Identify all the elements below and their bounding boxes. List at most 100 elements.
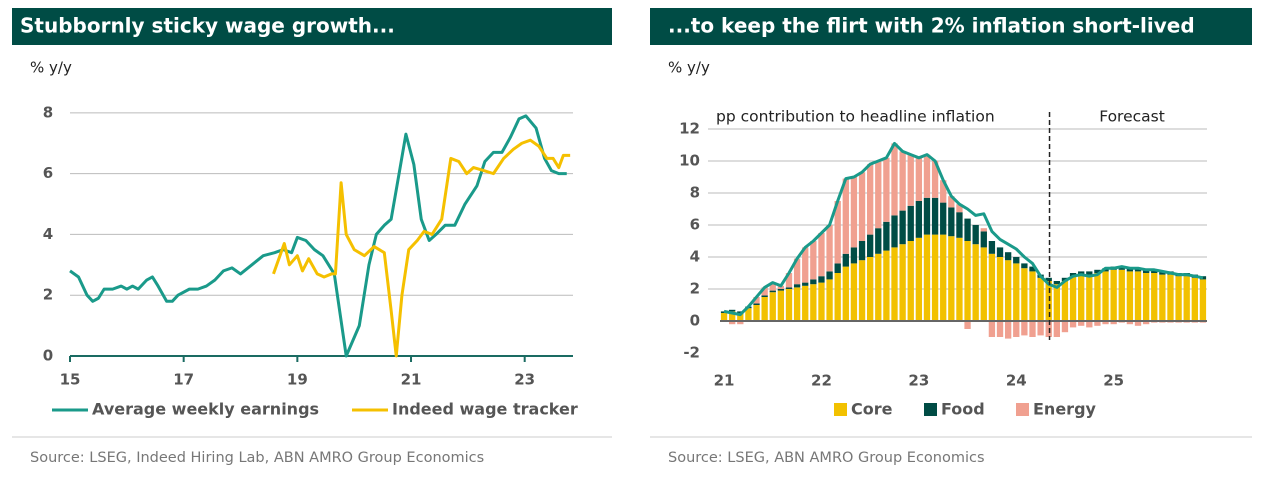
x-tick-label: 23 xyxy=(514,371,535,389)
bar-segment xyxy=(1175,276,1182,321)
legend-swatch xyxy=(924,403,937,416)
bar-segment xyxy=(931,197,939,235)
bar-segment xyxy=(826,279,833,321)
bar-segment xyxy=(1086,271,1093,275)
bar-segment xyxy=(988,321,996,337)
bar-segment xyxy=(761,295,768,297)
bar-segment xyxy=(858,260,866,321)
bar-segment xyxy=(1078,274,1085,321)
x-tick-label: 25 xyxy=(1103,372,1124,390)
bar-segment xyxy=(875,228,882,254)
bar-segment xyxy=(850,177,858,248)
legend-swatch xyxy=(834,403,847,416)
y-tick-label: 2 xyxy=(690,280,700,298)
bar-segment xyxy=(964,321,971,329)
bar-segment xyxy=(729,311,736,321)
bar-segment xyxy=(1134,271,1142,321)
bar-segment xyxy=(988,253,996,321)
bar-segment xyxy=(1021,263,1028,269)
x-tick-label: 19 xyxy=(287,371,308,389)
bar-segment xyxy=(737,311,744,313)
bar-segment xyxy=(1199,279,1207,321)
bar-segment xyxy=(1013,321,1020,337)
x-tick-label: 24 xyxy=(1006,372,1027,390)
legend-swatch xyxy=(1016,403,1029,416)
bar-segment xyxy=(915,201,923,238)
bar-segment xyxy=(980,231,987,248)
y-tick-label: -2 xyxy=(683,344,700,362)
bar-segment xyxy=(923,234,931,321)
bar-segment xyxy=(1126,268,1134,272)
bar-segment xyxy=(915,237,923,321)
bar-segment xyxy=(867,257,874,321)
bar-segment xyxy=(948,236,955,321)
bar-segment xyxy=(769,290,776,293)
bar-segment xyxy=(931,234,939,321)
bar-segment xyxy=(923,154,931,198)
bar-segment xyxy=(940,234,947,321)
bar-segment xyxy=(1004,260,1012,321)
bar-segment xyxy=(1167,274,1174,321)
bar-segment xyxy=(818,282,825,321)
bar-segment xyxy=(1191,277,1198,321)
bar-segment xyxy=(802,282,809,286)
bar-segment xyxy=(737,313,744,321)
bar-segment xyxy=(875,253,882,321)
bar-segment xyxy=(875,161,882,229)
bar-segment xyxy=(940,202,947,235)
bar-segment xyxy=(972,244,979,321)
header-bg xyxy=(650,8,1252,45)
bar-segment xyxy=(907,241,914,321)
legend-label: Energy xyxy=(1033,400,1097,419)
annotation: Forecast xyxy=(1099,108,1165,126)
line-series xyxy=(69,114,567,358)
x-tick-label: 15 xyxy=(60,371,81,389)
legend-label: Core xyxy=(851,400,893,419)
bar-segment xyxy=(802,285,809,321)
bar-segment xyxy=(737,321,744,325)
bar-segment xyxy=(1134,268,1142,272)
bar-segment xyxy=(793,284,801,288)
bar-segment xyxy=(777,285,785,289)
bar-segment xyxy=(1199,276,1207,280)
bar-segment xyxy=(1102,321,1109,325)
y-tick-label: 4 xyxy=(43,225,53,243)
bar-segment xyxy=(1021,268,1028,321)
bar-segment xyxy=(1086,321,1093,328)
y-tick-label: 2 xyxy=(43,286,53,304)
x-tick-label: 21 xyxy=(714,372,735,390)
bar-segment xyxy=(891,143,898,216)
bar-segment xyxy=(1037,321,1044,336)
bar-segment xyxy=(1102,271,1109,321)
bar-segment xyxy=(785,287,793,289)
headline-line xyxy=(723,141,1204,317)
bar-segment xyxy=(891,215,898,248)
bar-segment xyxy=(1053,284,1060,321)
bar-segment xyxy=(793,258,801,285)
bar-segment xyxy=(1029,271,1036,321)
bar-segment xyxy=(769,292,776,321)
y-tick-label: 8 xyxy=(43,103,53,121)
bar-segment xyxy=(1094,269,1101,273)
bar-segment xyxy=(940,180,947,203)
bar-segment xyxy=(1004,321,1012,339)
x-tick-label: 23 xyxy=(908,372,929,390)
bar-segment xyxy=(1069,276,1077,321)
bar-segment xyxy=(1110,269,1117,321)
bar-segment xyxy=(1142,321,1150,325)
y-unit: % y/y xyxy=(668,59,710,77)
bar-segment xyxy=(1013,263,1020,321)
y-tick-label: 10 xyxy=(679,152,700,170)
bar-segment xyxy=(867,164,874,235)
bar-segment xyxy=(883,250,890,321)
bar-segment xyxy=(850,263,858,321)
bar-segment xyxy=(753,305,760,321)
bar-segment xyxy=(1021,321,1028,336)
bar-segment xyxy=(1126,271,1134,321)
y-unit: % y/y xyxy=(30,59,72,77)
legend-label: Average weekly earnings xyxy=(92,400,319,419)
bar-segment xyxy=(1013,257,1020,264)
bar-segment xyxy=(826,225,833,272)
bar-segment xyxy=(729,309,736,312)
